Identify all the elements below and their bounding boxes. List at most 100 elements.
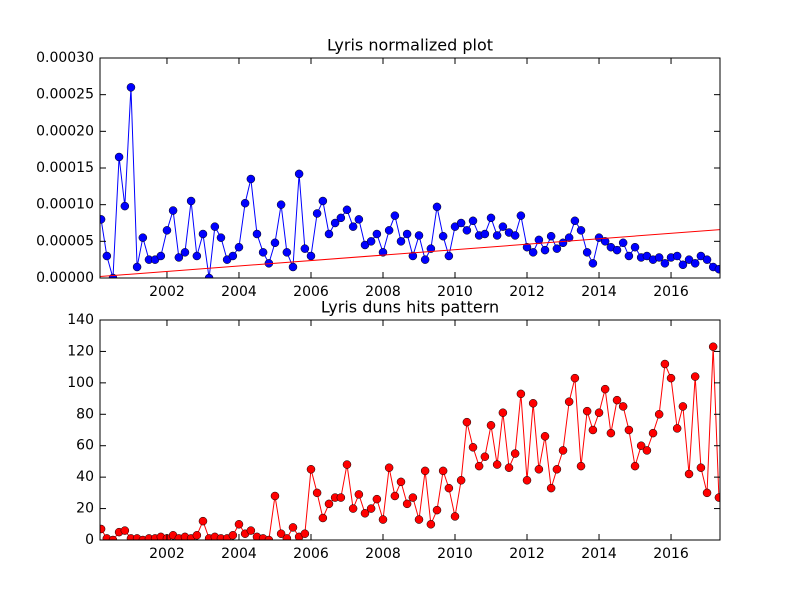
data-point	[438, 466, 448, 476]
data-point	[468, 443, 478, 452]
data-point	[294, 169, 304, 179]
data-point	[546, 231, 556, 241]
data-point	[570, 216, 580, 226]
data-point	[180, 248, 190, 257]
data-point	[426, 520, 436, 529]
y-tick-label: 0	[85, 532, 94, 548]
data-point	[426, 244, 436, 253]
data-point	[318, 513, 328, 523]
data-point	[636, 441, 646, 450]
data-point	[138, 233, 148, 242]
data-point	[174, 253, 184, 262]
data-point	[210, 222, 220, 231]
data-point	[276, 529, 286, 538]
data-point	[510, 231, 520, 240]
data-point	[600, 384, 610, 394]
data-point	[330, 218, 340, 228]
data-point	[480, 452, 490, 461]
data-point	[576, 226, 586, 235]
data-point	[414, 515, 424, 524]
data-point	[132, 262, 142, 272]
y-tick-label: 100	[67, 375, 94, 391]
data-point	[366, 237, 376, 246]
data-point	[336, 493, 346, 502]
data-point	[288, 262, 298, 272]
data-point	[606, 428, 616, 438]
y-tick-label: 0.00000	[36, 270, 94, 286]
plot-content	[100, 83, 720, 278]
data-point	[480, 229, 490, 239]
trend-line	[100, 229, 720, 278]
axes-frame	[99, 319, 721, 541]
data-point	[204, 273, 214, 278]
data-point	[378, 248, 388, 257]
y-tick-label: 80	[76, 406, 94, 422]
data-point	[378, 515, 388, 524]
data-point	[240, 198, 250, 208]
data-point	[126, 83, 136, 92]
data-point	[468, 216, 478, 226]
data-point	[654, 253, 664, 262]
subplot-title: Lyris normalized plot	[327, 36, 493, 55]
data-point	[618, 238, 628, 248]
data-point	[522, 242, 532, 252]
data-point	[348, 222, 358, 231]
data-point	[342, 460, 352, 469]
data-point	[120, 201, 130, 211]
data-point	[390, 491, 400, 501]
data-point	[558, 238, 568, 248]
data-point	[306, 251, 316, 261]
data-point	[690, 372, 700, 381]
x-tick-label: 2004	[221, 546, 257, 562]
data-point	[114, 152, 124, 162]
plot-area	[100, 58, 720, 278]
data-point	[630, 242, 640, 252]
data-point	[354, 490, 364, 499]
data-point	[270, 238, 280, 248]
data-point	[702, 255, 712, 264]
x-tick-label: 2012	[509, 284, 545, 300]
y-tick-label: 0.00020	[36, 123, 94, 139]
data-point	[672, 251, 682, 261]
data-point	[312, 209, 322, 218]
data-point	[528, 399, 538, 408]
data-point	[630, 461, 640, 471]
data-point	[390, 211, 400, 220]
data-point	[228, 531, 238, 540]
data-point	[414, 231, 424, 240]
y-tick-label: 0.00010	[36, 197, 94, 213]
data-point	[492, 231, 502, 240]
y-tick-label: 0.00005	[36, 233, 94, 249]
y-tick-label: 40	[76, 469, 94, 485]
data-point	[366, 504, 376, 513]
data-point	[198, 516, 208, 526]
data-point	[300, 529, 310, 538]
y-tick-label: 140	[67, 312, 94, 328]
data-point	[318, 196, 328, 206]
data-point	[576, 461, 586, 471]
x-tick-label: 2010	[437, 284, 473, 300]
data-point	[648, 428, 658, 438]
data-point	[438, 231, 448, 241]
data-point	[168, 206, 178, 215]
data-point	[516, 211, 526, 220]
data-point	[672, 424, 682, 433]
data-point	[258, 248, 268, 257]
x-tick-label: 2010	[437, 546, 473, 562]
data-point	[324, 499, 334, 509]
data-point	[660, 259, 670, 268]
data-point	[462, 226, 472, 235]
data-point	[276, 200, 286, 209]
data-point	[660, 359, 670, 369]
x-tick-label: 2012	[509, 546, 545, 562]
data-point	[450, 512, 460, 521]
data-point	[540, 245, 550, 255]
data-point	[570, 373, 580, 383]
y-tick-label: 120	[67, 343, 94, 359]
data-point	[270, 491, 280, 501]
data-point	[396, 477, 406, 487]
data-point	[594, 408, 604, 417]
data-point	[252, 229, 262, 239]
data-point	[456, 476, 466, 485]
